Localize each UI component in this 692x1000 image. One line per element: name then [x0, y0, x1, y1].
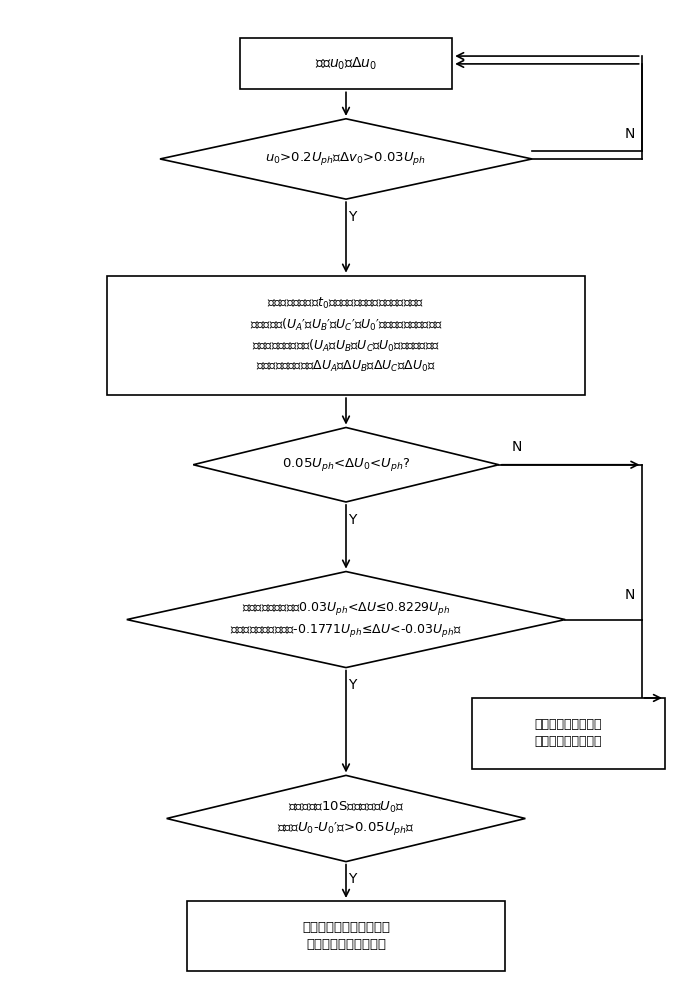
Bar	[472, 698, 665, 769]
Text: 检测$u_0$和$\Delta u_0$: 检测$u_0$和$\Delta u_0$	[315, 56, 377, 72]
Bar	[187, 901, 505, 971]
Text: N: N	[625, 588, 635, 602]
Text: N: N	[512, 440, 522, 454]
Text: 检测故障突变时刻$t_0$，计算故障前一个周波三相、零序
电压有效值($U_A$′、$U_B$′、$U_C$′、$U_0$′）和故障后一个周波三
相、零序电压有: 检测故障突变时刻$t_0$，计算故障前一个周波三相、零序 电压有效值($U_A$…	[250, 296, 442, 374]
Text: Y: Y	[348, 513, 356, 527]
Text: N: N	[625, 127, 635, 141]
Text: $u_0$>0.2$U_{ph}$或$\Delta v_0$>0.03$U_{ph}$: $u_0$>0.2$U_{ph}$或$\Delta v_0$>0.03$U_{p…	[266, 150, 426, 167]
Text: Y: Y	[348, 210, 356, 224]
Text: 0.05$U_{ph}$<$\Delta U_0$<$U_{ph}$?: 0.05$U_{ph}$<$\Delta U_0$<$U_{ph}$?	[282, 456, 410, 473]
Text: Y: Y	[348, 678, 356, 692]
Bar	[239, 38, 453, 89]
Polygon shape	[193, 427, 499, 502]
Text: 判定非瞬时性单相接地故
障，投入选线定位装置: 判定非瞬时性单相接地故 障，投入选线定位装置	[302, 921, 390, 951]
Bar	[107, 276, 585, 395]
Polygon shape	[127, 572, 565, 668]
Text: 存在一相电压变化量0.03$U_{ph}$<$\Delta U$≤0.8229$U_{ph}$
且存在一相电压变化量-0.1771$U_{ph}$≤$\Delt: 存在一相电压变化量0.03$U_{ph}$<$\Delta U$≤0.8229$…	[230, 600, 462, 639]
Text: 判定存在单相接地故
障发生，投消弧线圈: 判定存在单相接地故 障发生，投消弧线圈	[535, 718, 602, 748]
Polygon shape	[160, 119, 532, 199]
Text: Y: Y	[348, 872, 356, 886]
Text: 检测故障后10S后零序电压$U_0$，
计算（$U_0$-$U_0$′）>0.05$U_{ph}$？: 检测故障后10S后零序电压$U_0$， 计算（$U_0$-$U_0$′）>0.0…	[277, 800, 415, 837]
Polygon shape	[167, 775, 525, 862]
